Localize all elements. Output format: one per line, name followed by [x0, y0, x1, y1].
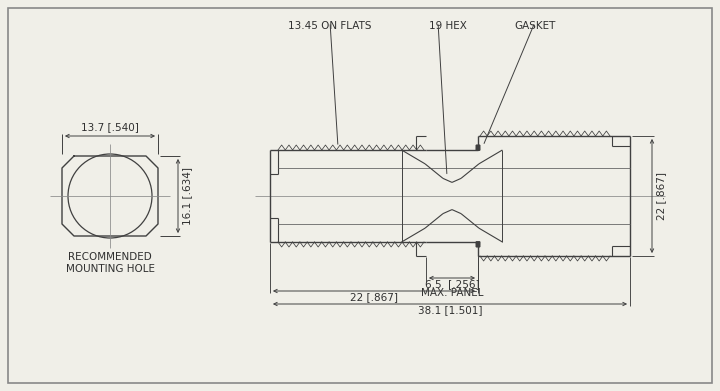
Text: 22 [.867]: 22 [.867] — [350, 292, 398, 302]
Text: 22 [.867]: 22 [.867] — [656, 172, 666, 220]
Text: 13.45 ON FLATS: 13.45 ON FLATS — [288, 21, 372, 31]
Text: MAX. PANEL: MAX. PANEL — [420, 288, 483, 298]
Text: 6.5  [.256]: 6.5 [.256] — [425, 279, 480, 289]
Text: 19 HEX: 19 HEX — [429, 21, 467, 31]
Text: RECOMMENDED
MOUNTING HOLE: RECOMMENDED MOUNTING HOLE — [66, 252, 155, 274]
Text: 16.1 [.634]: 16.1 [.634] — [182, 167, 192, 225]
Text: 38.1 [1.501]: 38.1 [1.501] — [418, 305, 482, 315]
Text: GASKET: GASKET — [514, 21, 556, 31]
Text: 13.7 [.540]: 13.7 [.540] — [81, 122, 139, 132]
